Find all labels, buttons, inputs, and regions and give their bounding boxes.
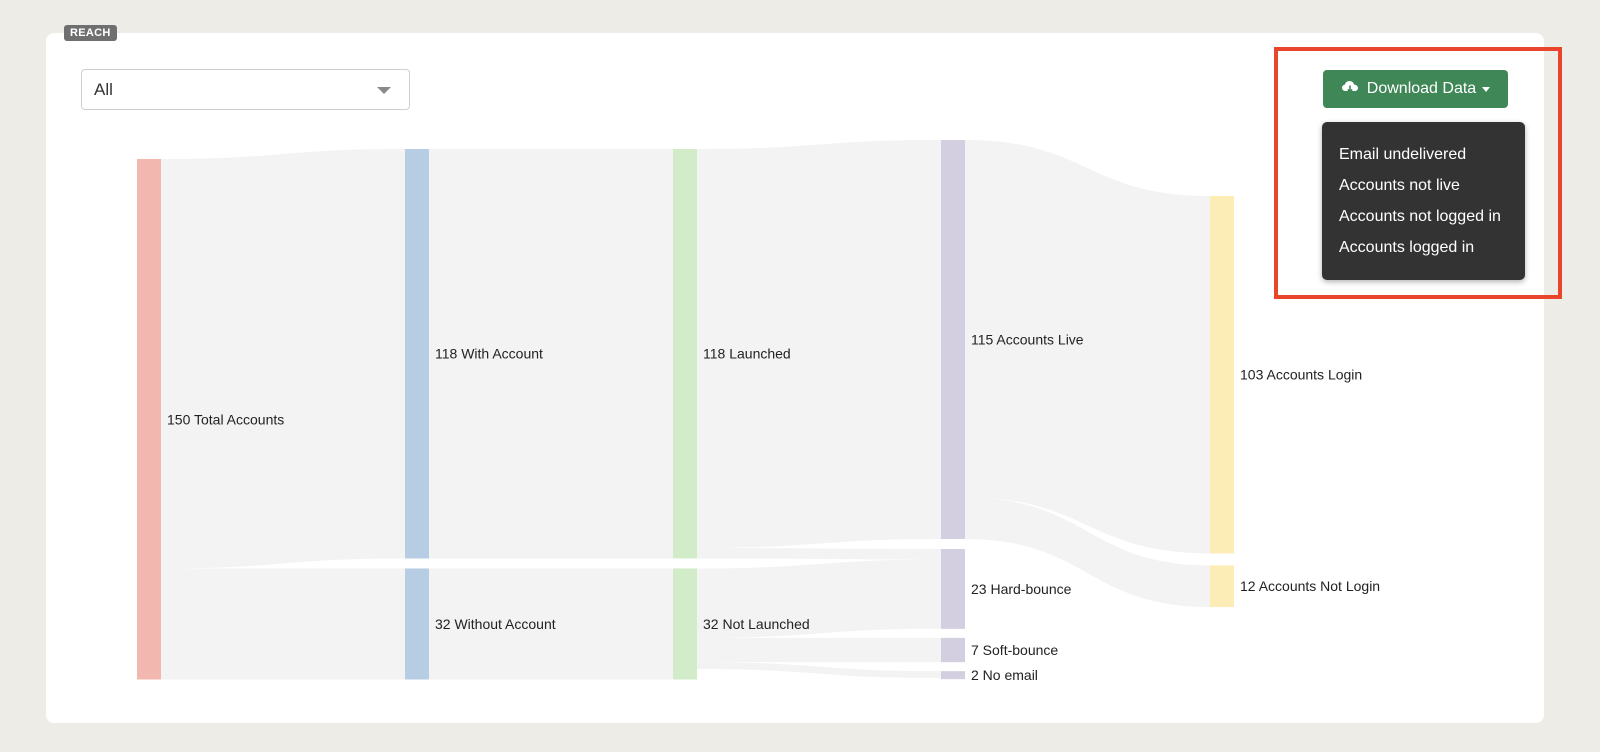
node-label-2-no-email: 2 No email xyxy=(971,667,1038,683)
sankey-node-notlaunched xyxy=(673,568,697,680)
sankey-node-live xyxy=(941,140,965,540)
node-label-12-accounts-not-login: 12 Accounts Not Login xyxy=(1240,578,1380,594)
menu-item-email-undelivered[interactable]: Email undelivered xyxy=(1339,146,1467,163)
filter-selected-value: All xyxy=(94,80,113,99)
sankey-link-launched-to-live xyxy=(697,140,941,549)
sankey-node-without xyxy=(405,568,429,680)
sankey-node-with xyxy=(405,149,429,559)
sankey-link-live-to-login xyxy=(965,140,1210,554)
caret-down-icon xyxy=(1482,86,1491,92)
sankey-link-without-to-notlaunched xyxy=(429,568,673,680)
sankey-node-notlogin xyxy=(1210,565,1234,608)
node-label-115-accounts-live: 115 Accounts Live xyxy=(971,332,1084,348)
sankey-links xyxy=(161,140,1210,680)
node-label-32-without-account: 32 Without Account xyxy=(435,616,556,632)
sankey-link-total-to-with xyxy=(161,149,405,569)
sankey-link-notlaunched-to-noemail xyxy=(697,662,941,679)
menu-item-accounts-not-logged-in[interactable]: Accounts not logged in xyxy=(1339,208,1501,225)
sankey-link-live-to-notlogin xyxy=(965,497,1210,608)
sankey-node-total xyxy=(137,159,161,680)
sankey-node-noemail xyxy=(941,671,965,680)
cloud-download-icon xyxy=(1341,79,1359,100)
download-dropdown-menu: Email undelivered Accounts not live Acco… xyxy=(1322,122,1525,280)
node-label-150-total-accounts: 150 Total Accounts xyxy=(167,411,284,427)
sankey-node-launched xyxy=(673,149,697,559)
sankey-link-total-to-without xyxy=(161,568,405,680)
node-label-7-soft-bounce: 7 Soft-bounce xyxy=(971,642,1058,658)
sankey-link-launched-to-hard xyxy=(697,548,941,560)
download-data-label: Download Data xyxy=(1366,80,1477,97)
chevron-down-icon xyxy=(377,87,391,94)
node-label-103-accounts-login: 103 Accounts Login xyxy=(1240,367,1362,383)
sankey-node-login xyxy=(1210,196,1234,554)
sankey-link-notlaunched-to-soft xyxy=(697,637,941,663)
sankey-link-notlaunched-to-hard xyxy=(697,559,941,638)
sankey-node-soft xyxy=(941,637,965,663)
menu-item-accounts-logged-in[interactable]: Accounts logged in xyxy=(1339,239,1475,256)
filter-select[interactable]: All xyxy=(81,69,410,110)
download-data-button[interactable]: Download Data xyxy=(1323,70,1508,108)
sankey-link-with-to-launched xyxy=(429,149,673,559)
node-label-23-hard-bounce: 23 Hard-bounce xyxy=(971,581,1072,597)
node-label-118-with-account: 118 With Account xyxy=(435,346,543,362)
sankey-labels: 150 Total Accounts 118 With Account 32 Wit… xyxy=(167,332,1380,684)
reach-badge: REACH xyxy=(64,25,117,41)
sankey-nodes xyxy=(137,140,1234,680)
node-label-32-not-launched: 32 Not Launched xyxy=(703,616,810,632)
node-label-118-launched: 118 Launched xyxy=(703,346,791,362)
menu-item-accounts-not-live[interactable]: Accounts not live xyxy=(1339,177,1460,194)
sankey-node-hard xyxy=(941,549,965,629)
